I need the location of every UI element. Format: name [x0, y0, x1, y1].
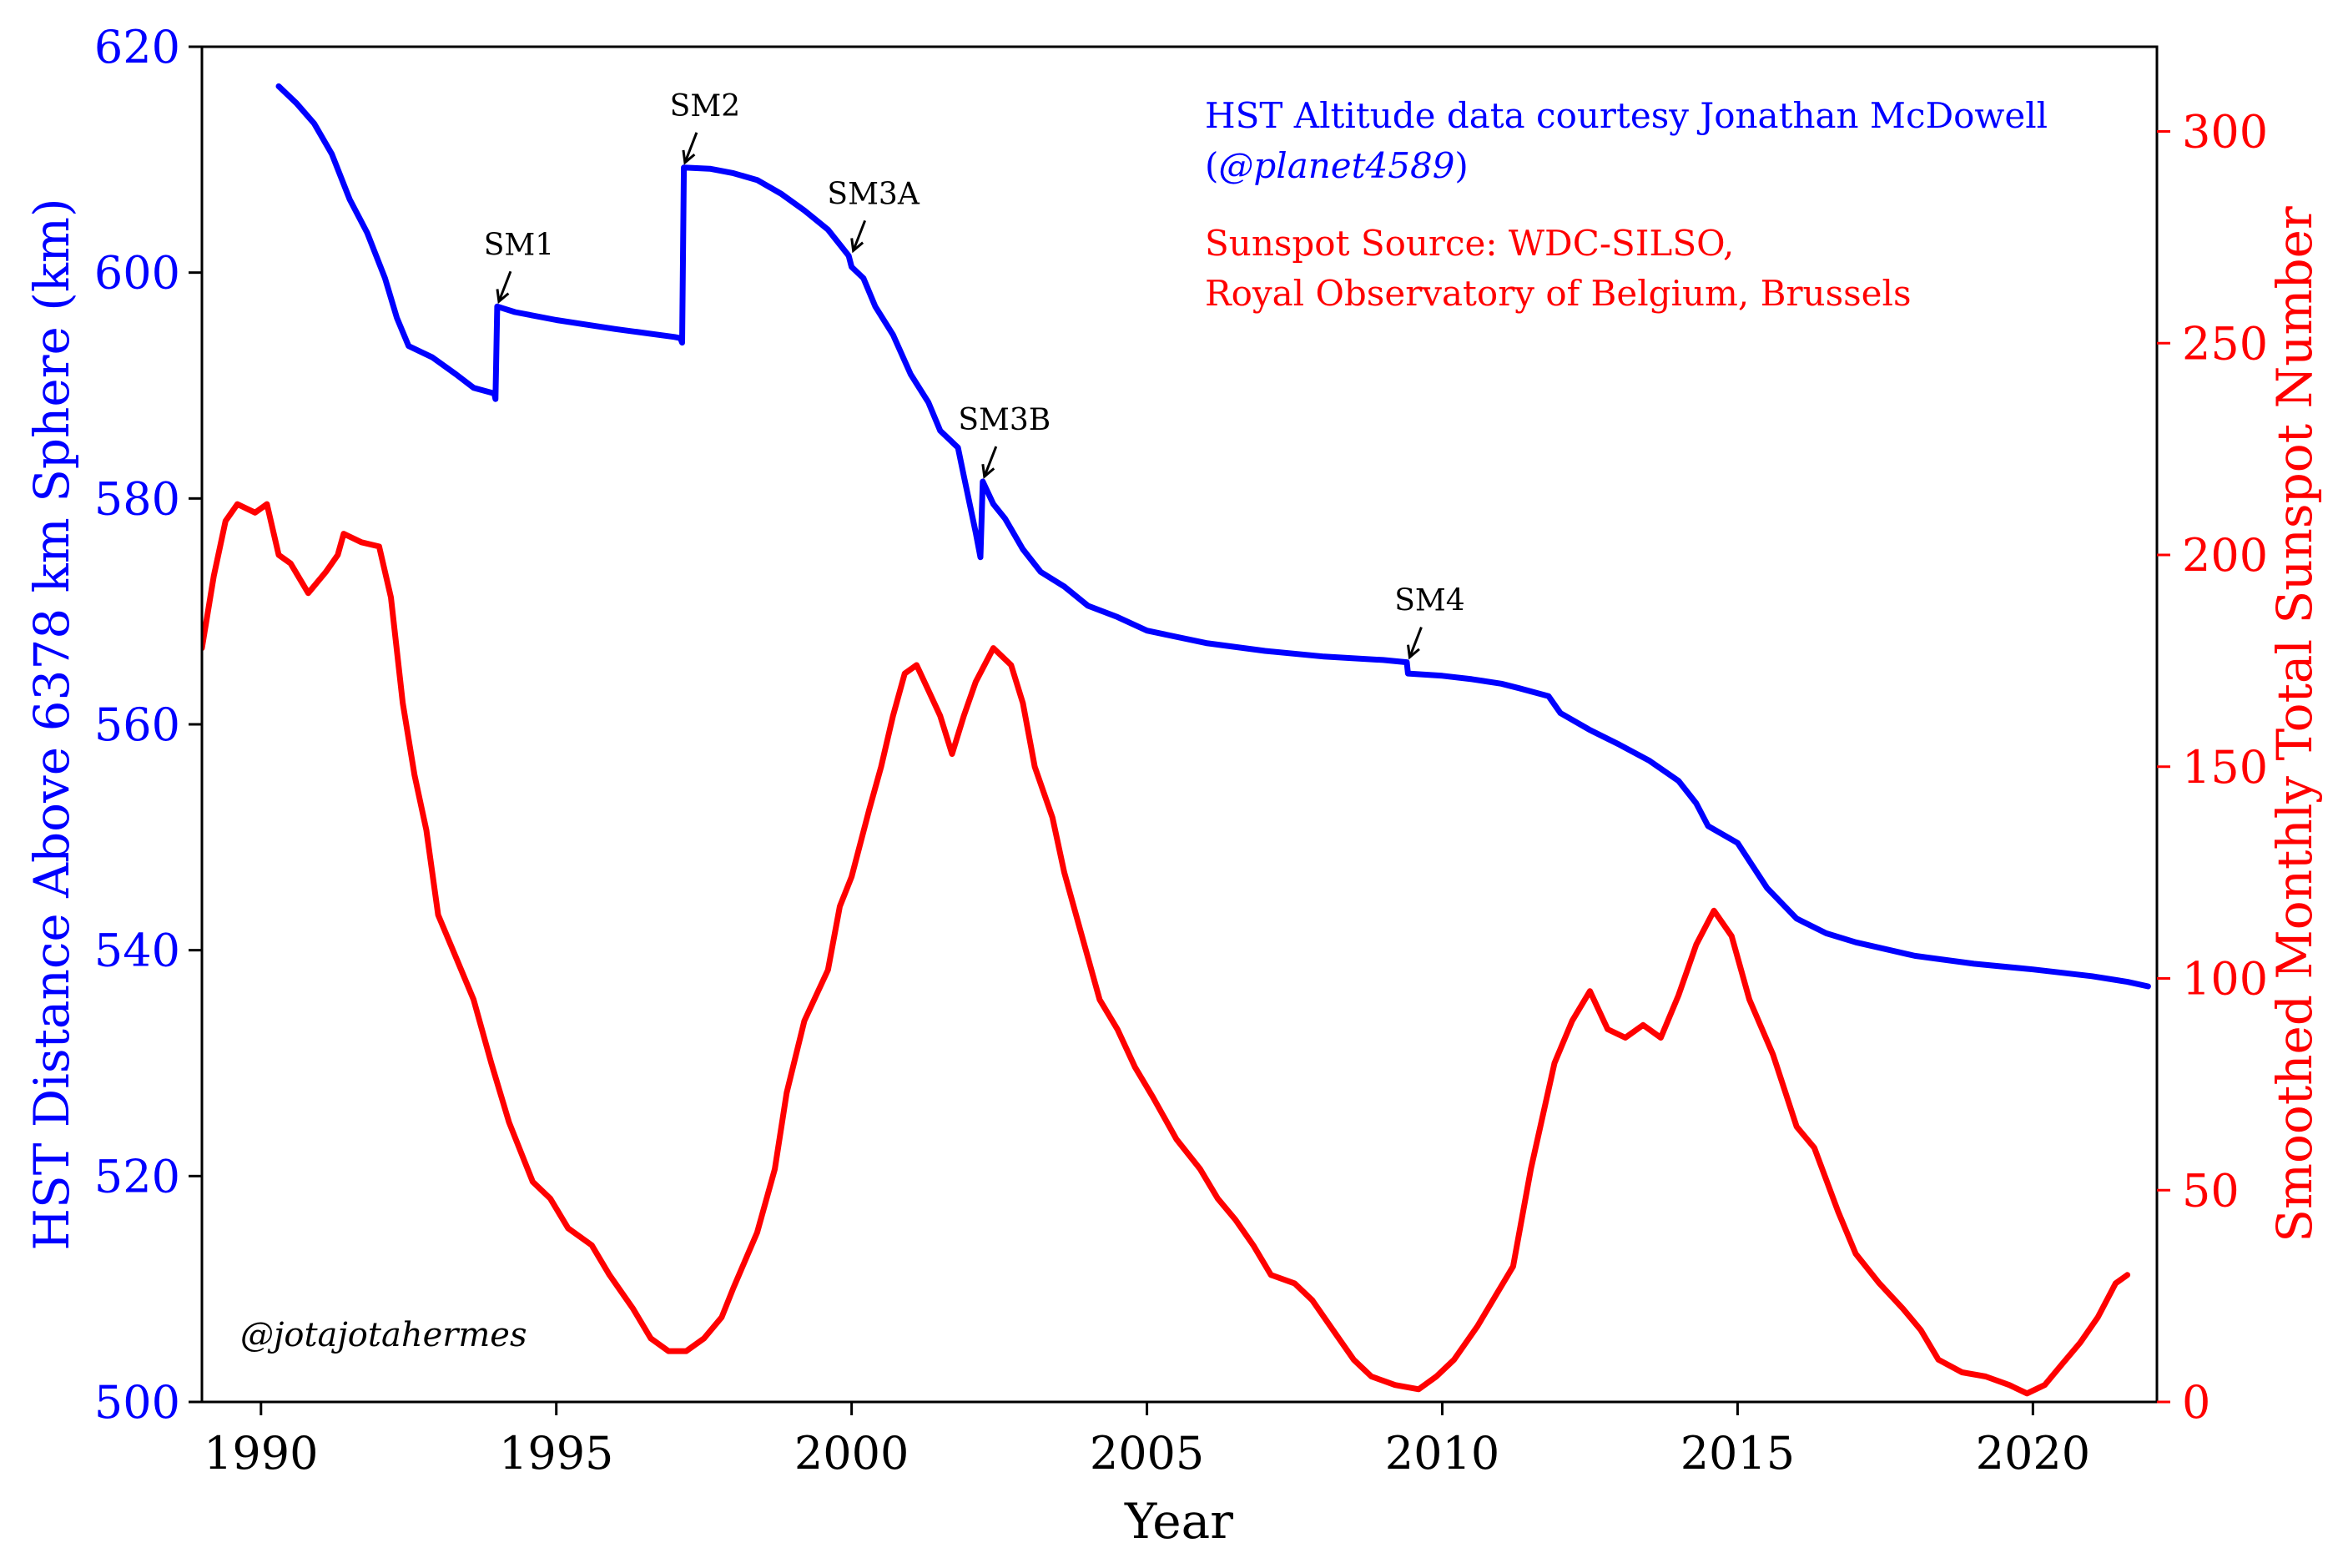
sunspot-series-line [202, 501, 2131, 1397]
right-y-tick-label: 0 [2182, 1376, 2210, 1429]
sunspot-credit-line1: Sunspot Source: WDC-SILSO, [1205, 223, 1734, 264]
annotation-arrow-sm1 [497, 270, 512, 302]
left-y-tick-label: 540 [94, 925, 180, 977]
left-y-axis-title: HST Distance Above 6378 km Sphere (km) [23, 198, 80, 1250]
x-tick-label: 2010 [1385, 1427, 1499, 1480]
annotation-label-sm3b: SM3B [958, 403, 1051, 437]
x-tick-label: 2020 [1976, 1427, 2090, 1480]
right-y-tick-label: 250 [2182, 317, 2268, 370]
annotation-layer: SM1 SM2 SM3A SM3B SM4 [484, 89, 1465, 660]
altitude-credit-open: ( [1205, 145, 1218, 186]
annotation-arrowhead-sm3b [981, 463, 995, 479]
annotation-label-sm1: SM1 [484, 228, 554, 262]
x-tick-label: 1990 [204, 1427, 318, 1480]
annotation-label-sm2: SM2 [670, 89, 740, 124]
right-y-axis-title: Smoothed Monthly Total Sunspot Number [2266, 206, 2323, 1243]
annotation-arrow-sm2 [683, 132, 698, 164]
altitude-series-line [275, 83, 2151, 990]
signature: @jotajotahermes [240, 1316, 527, 1354]
x-tick-label: 1995 [499, 1427, 613, 1480]
right-y-tick-label: 300 [2182, 106, 2268, 159]
altitude-credit-line2: (@planet4589) [1205, 145, 1469, 186]
left-y-tick-label: 580 [94, 472, 180, 525]
right-y-tick-label: 150 [2182, 741, 2268, 794]
annotation-arrow-sm4 [1408, 627, 1423, 658]
right-y-tick-label: 50 [2182, 1164, 2240, 1217]
altitude-credit-close: ) [1454, 145, 1468, 186]
altitude-credit-handle: @planet4589 [1218, 145, 1454, 186]
annotation-arrowhead-sm3a [850, 238, 864, 254]
left-y-tick-label: 520 [94, 1150, 180, 1202]
sunspot-credit-line2: Royal Observatory of Belgium, Brussels [1205, 273, 1912, 314]
annotation-arrowhead-sm2 [682, 149, 696, 165]
altitude-credit-line1: HST Altitude data courtesy Jonathan McDo… [1205, 95, 2048, 136]
annotation-arrow-sm3b [983, 446, 998, 477]
x-axis: 1990 1995 2000 2005 2010 2015 2020 [204, 1402, 2090, 1480]
x-tick-label: 2005 [1090, 1427, 1204, 1480]
x-tick-label: 2000 [794, 1427, 909, 1480]
right-y-tick-label: 100 [2182, 953, 2268, 1006]
left-y-tick-label: 600 [94, 247, 180, 300]
plot-lines [202, 83, 2151, 1397]
x-tick-label: 2015 [1680, 1427, 1795, 1480]
annotation-arrowhead-sm4 [1407, 644, 1420, 660]
left-y-tick-label: 500 [94, 1376, 180, 1429]
annotation-label-sm4: SM4 [1394, 584, 1464, 618]
annotation-label-sm3a: SM3A [827, 177, 920, 211]
left-y-axis: 500 520 540 560 580 600 620 [94, 21, 202, 1429]
left-y-tick-label: 560 [94, 698, 180, 751]
right-y-tick-label: 200 [2182, 529, 2268, 582]
x-axis-title: Year [1124, 1493, 1233, 1550]
annotation-arrow-sm3a [852, 219, 867, 251]
right-y-axis: 0 50 100 150 200 250 300 [2157, 106, 2268, 1429]
annotation-arrowhead-sm1 [496, 289, 510, 305]
left-y-tick-label: 620 [94, 21, 180, 73]
